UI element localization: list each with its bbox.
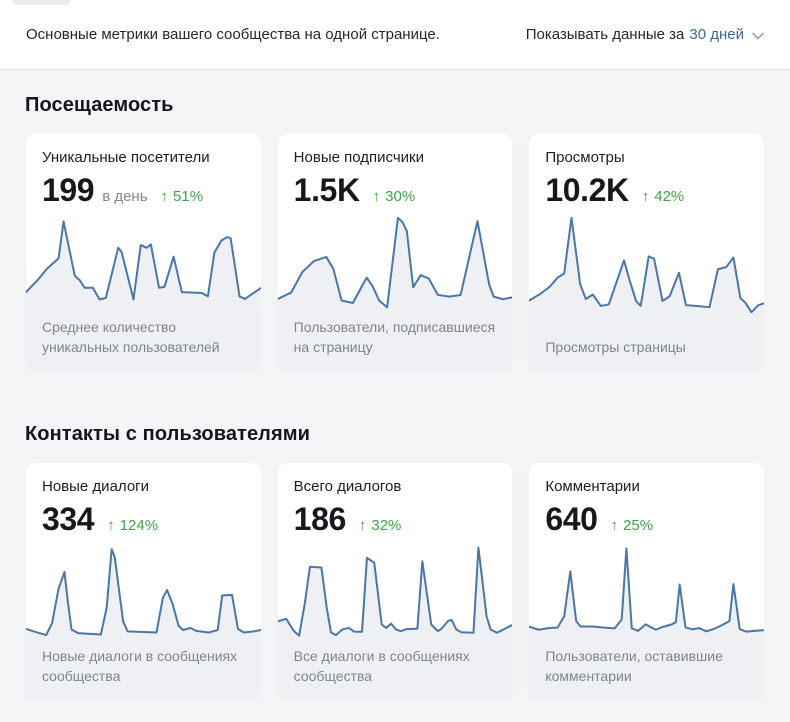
metric-delta: ↑ 124%: [107, 517, 158, 534]
metric-delta: ↑ 25%: [611, 517, 654, 534]
card-comments[interactable]: Комментарии 640 ↑ 25% Пользователи, остав…: [528, 462, 766, 700]
metric-caption-area: Просмотры страницы: [529, 320, 765, 370]
metric-delta-value: 42%: [654, 188, 685, 205]
metric-title: Комментарии: [545, 478, 640, 495]
card-new-followers[interactable]: Новые подписчики 1.5K ↑ 30% Пользователи,…: [276, 133, 514, 371]
up-arrow-icon: ↑: [372, 188, 381, 205]
section-title: Посещаемость: [25, 94, 174, 116]
card-head: Уникальные посетители 199 в день ↑ 51%: [26, 134, 261, 209]
period-label: Показывать данные за: [525, 26, 685, 43]
sparkline-chart: [277, 546, 513, 640]
card-unique-visitors[interactable]: Уникальные посетители 199 в день ↑ 51% Ср…: [25, 133, 262, 371]
metric-caption-area: Все диалоги в сообщениях сообщества: [277, 639, 513, 699]
metric-value: 640: [545, 501, 598, 537]
metric-delta: ↑ 51%: [161, 188, 204, 205]
sparkline-chart: [529, 217, 765, 320]
sparkline-chart: [277, 217, 513, 311]
metric-delta-value: 30%: [385, 188, 416, 205]
metric-unit: в день: [102, 188, 148, 205]
cards-row: Новые диалоги 334 ↑ 124% Новые диалоги в …: [25, 462, 766, 700]
section-contacts: Контакты с пользователями Новые диалоги …: [25, 423, 766, 700]
value-row: 334 ↑ 124%: [42, 501, 245, 538]
topbar: Основные метрики вашего сообщества на од…: [0, 0, 790, 70]
period-value-link[interactable]: 30 дней: [689, 26, 744, 43]
metric-caption: Новые диалоги в сообщениях сообщества: [42, 647, 238, 685]
cards-row: Уникальные посетители 199 в день ↑ 51% Ср…: [25, 133, 766, 371]
metric-value: 1.5K: [293, 172, 360, 208]
card-views[interactable]: Просмотры 10.2K ↑ 42% Просмотры страницы: [528, 133, 766, 371]
card-new-dialogs[interactable]: Новые диалоги 334 ↑ 124% Новые диалоги в …: [25, 462, 262, 700]
section-visits: Посещаемость Уникальные посетители 199 в…: [25, 94, 766, 371]
value-row: 186 ↑ 32%: [294, 501, 497, 538]
metric-title: Уникальные посетители: [42, 149, 210, 166]
section-title: Контакты с пользователями: [25, 423, 311, 445]
sparkline-chart: [26, 217, 261, 311]
card-head: Новые подписчики 1.5K ↑ 30%: [278, 134, 513, 209]
card-head: Просмотры 10.2K ↑ 42%: [529, 134, 764, 209]
value-row: 10.2K ↑ 42%: [545, 172, 748, 209]
metric-value: 334: [42, 501, 95, 537]
up-arrow-icon: ↑: [610, 517, 619, 534]
metric-delta-value: 25%: [623, 517, 654, 534]
metric-caption: Все диалоги в сообщениях сообщества: [293, 647, 470, 685]
metric-delta-value: 51%: [173, 188, 204, 205]
up-arrow-icon: ↑: [160, 188, 169, 205]
card-total-dialogs[interactable]: Всего диалогов 186 ↑ 32% Все диалоги в со…: [276, 462, 514, 700]
metric-caption-area: Новые диалоги в сообщениях сообщества: [26, 639, 261, 699]
metric-delta-value: 124%: [119, 517, 159, 534]
value-row: 1.5K ↑ 30%: [294, 172, 497, 209]
card-head: Комментарии 640 ↑ 25%: [529, 463, 764, 538]
metric-caption: Просмотры страницы: [545, 339, 686, 356]
sparkline-chart: [26, 546, 261, 640]
up-arrow-icon: ↑: [358, 517, 367, 534]
content: Посещаемость Уникальные посетители 199 в…: [0, 70, 790, 720]
value-row: 640 ↑ 25%: [545, 501, 748, 538]
card-head: Всего диалогов 186 ↑ 32%: [278, 463, 513, 538]
metric-delta: ↑ 32%: [359, 517, 402, 534]
metric-title: Новые диалоги: [42, 478, 150, 495]
metric-caption: Пользователи, оставившие комментарии: [545, 647, 723, 685]
metric-title: Всего диалогов: [293, 478, 402, 495]
up-arrow-icon: ↑: [641, 188, 650, 205]
metric-caption-area: Среднее количество уникальных пользовате…: [26, 310, 261, 370]
period-selector[interactable]: Показывать данные за 30 дней: [526, 26, 764, 43]
metric-title: Просмотры: [545, 149, 625, 166]
metric-caption: Пользователи, подписавшиеся на страницу: [293, 318, 496, 356]
sparkline-chart: [529, 546, 765, 640]
up-arrow-icon: ↑: [107, 517, 115, 534]
metric-delta: ↑ 30%: [373, 188, 416, 205]
metric-value: 199: [42, 172, 95, 208]
metric-value: 10.2K: [545, 172, 629, 208]
chevron-down-icon: [752, 32, 764, 40]
value-row: 199 в день ↑ 51%: [42, 172, 245, 209]
metric-caption-area: Пользователи, оставившие комментарии: [529, 639, 765, 699]
page-subtitle: Основные метрики вашего сообщества на од…: [26, 26, 440, 43]
metric-delta: ↑ 42%: [642, 188, 685, 205]
top-left-artifact: [12, 0, 70, 5]
card-head: Новые диалоги 334 ↑ 124%: [26, 463, 261, 538]
metric-caption-area: Пользователи, подписавшиеся на страницу: [277, 310, 513, 370]
metric-delta-value: 32%: [371, 517, 402, 534]
metric-title: Новые подписчики: [293, 149, 424, 166]
metric-caption: Среднее количество уникальных пользовате…: [42, 318, 220, 356]
metric-value: 186: [293, 501, 347, 537]
